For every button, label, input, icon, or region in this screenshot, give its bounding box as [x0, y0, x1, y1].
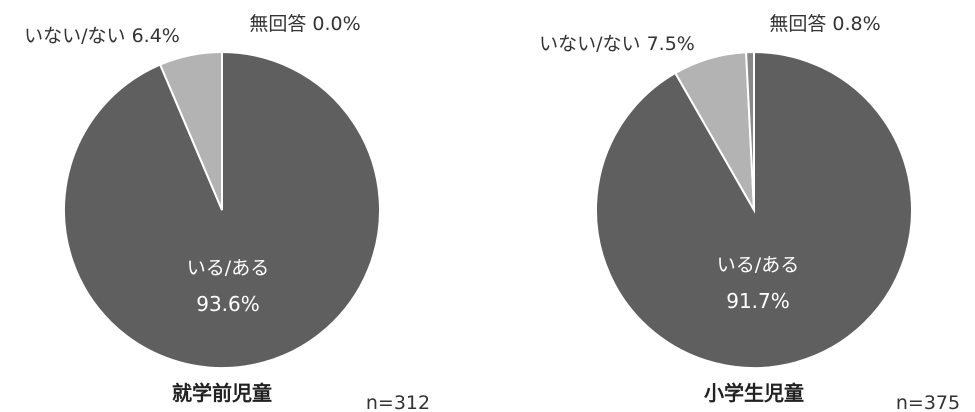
slice-label-yes: いる/ある — [717, 254, 799, 276]
slice-label-no-answer: 無回答 0.8% — [769, 13, 880, 35]
pie-chart-elementary: いない/ない 7.5% 無回答 0.8% いる/ある 91.7% 小学生児童 n… — [539, 13, 960, 412]
slice-label-yes: いる/ある — [187, 257, 269, 279]
sample-size: n=375 — [896, 392, 960, 412]
slice-label-none: いない/ない 6.4% — [24, 25, 180, 47]
chart-title: 就学前児童 — [172, 381, 272, 405]
sample-size: n=312 — [366, 392, 430, 412]
slice-label-none: いない/ない 7.5% — [539, 33, 695, 55]
slice-value-yes: 91.7% — [726, 289, 790, 313]
slice-value-yes: 93.6% — [196, 292, 260, 316]
slice-label-no-answer: 無回答 0.0% — [249, 13, 360, 35]
chart-title: 小学生児童 — [704, 381, 804, 405]
slice-yes — [595, 50, 913, 369]
pie-slices — [595, 50, 913, 369]
slice-no-answer — [745, 50, 755, 211]
pie-slices — [63, 50, 381, 369]
pie-chart-preschool: いない/ない 6.4% 無回答 0.0% いる/ある 93.6% 就学前児童 n… — [24, 13, 430, 412]
